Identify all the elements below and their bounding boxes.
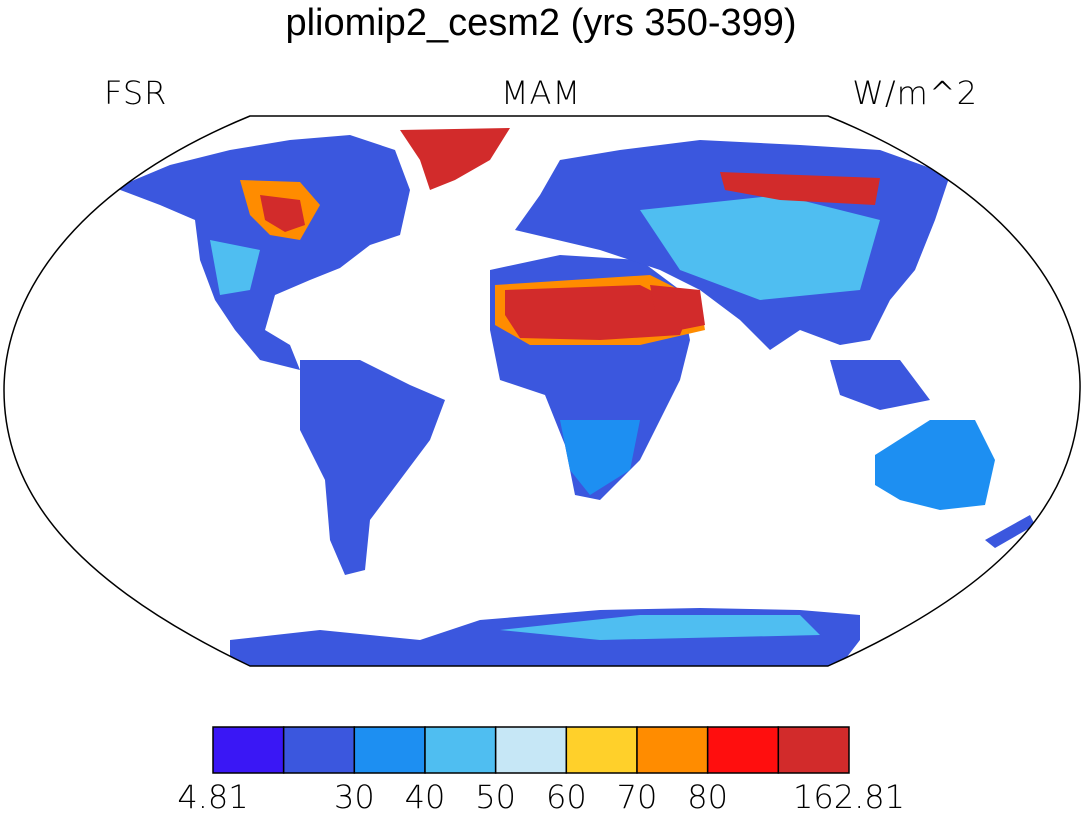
- units-label: W/m^2: [852, 74, 978, 112]
- colorbar-swatch: [212, 726, 285, 774]
- land-fields: [115, 128, 1035, 666]
- north-america-mid: [210, 240, 260, 295]
- arabia: [650, 285, 705, 330]
- map-title: pliomip2_cesm2 (yrs 350-399): [285, 2, 797, 44]
- eurasia-interior: [640, 195, 880, 300]
- colorbar-swatch: [353, 726, 426, 774]
- south-america: [300, 360, 445, 575]
- africa-south: [560, 420, 640, 495]
- season-label: MAM: [500, 74, 582, 112]
- colorbar-swatch: [565, 726, 638, 774]
- colorbar-tick-label: 70: [616, 778, 658, 816]
- australia: [875, 420, 995, 510]
- siberia-high: [720, 172, 880, 205]
- greenland: [400, 128, 510, 190]
- sahara-core: [505, 285, 690, 340]
- colorbar-tick-label: 162.81: [793, 778, 905, 816]
- colorbar-swatch: [424, 726, 497, 774]
- colorbar-swatch: [777, 726, 850, 774]
- colorbar-swatch: [494, 726, 568, 774]
- new-zealand: [985, 515, 1035, 548]
- colorbar-tick-label: 50: [475, 778, 517, 816]
- north-america: [115, 135, 410, 370]
- colorbar-tick-label: 40: [404, 778, 446, 816]
- colorbar-tick-label: 60: [545, 778, 587, 816]
- variable-label: FSR: [104, 74, 168, 112]
- colorbar-swatch: [636, 726, 709, 774]
- north-america-hot-core: [260, 195, 305, 232]
- maritime-continent: [830, 360, 930, 410]
- colorbar-swatch: [282, 726, 356, 774]
- colorbar-tick-label: 80: [687, 778, 729, 816]
- globe-outline: [3, 115, 1081, 667]
- colorbar-swatch: [706, 726, 780, 774]
- colorbar-tick-label: 4.81: [177, 778, 249, 816]
- antarctica-interior: [500, 615, 820, 640]
- colorbar: [212, 726, 850, 774]
- colorbar-tick-label: 30: [333, 778, 375, 816]
